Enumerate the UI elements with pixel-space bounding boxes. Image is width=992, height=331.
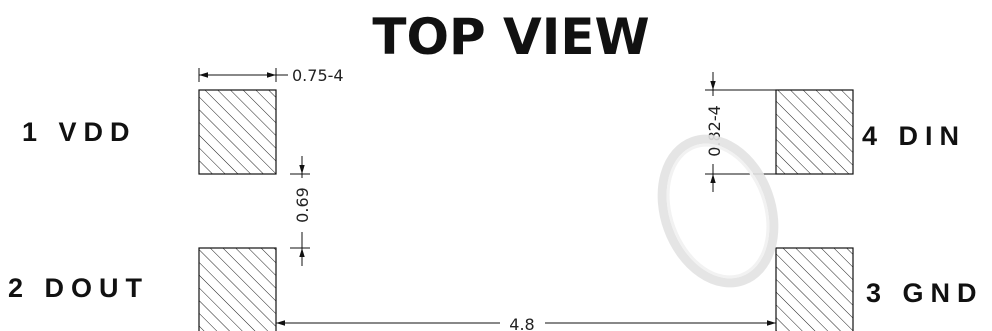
dim-pad-spacing-label: 4.8 [509, 315, 534, 331]
dim-pad-width-label: 0.75-4 [292, 66, 344, 85]
dim-pad-spacing: 4.8 [276, 315, 776, 331]
dim-pad-width: 0.75-4 [198, 66, 344, 85]
diagram-title: TOP VIEW [372, 8, 649, 66]
highlight-oval-inner [666, 143, 770, 279]
pad-1-vdd [198, 89, 277, 175]
pin-label-4: 4 DIN [862, 121, 966, 151]
pad-3-gnd [775, 247, 854, 331]
highlight-oval [657, 134, 779, 288]
pad-4-din [775, 89, 854, 175]
pin-label-1: 1 VDD [22, 117, 137, 147]
dim-pad-height: 0.82-4 [705, 72, 776, 192]
pin-label-3: 3 GND [866, 278, 984, 308]
pin-label-2: 2 DOUT [8, 273, 149, 303]
dim-pad-gap-label: 0.69 [293, 187, 312, 223]
pad-2-dout [198, 247, 277, 331]
dim-pad-gap: 0.69 [290, 156, 312, 266]
